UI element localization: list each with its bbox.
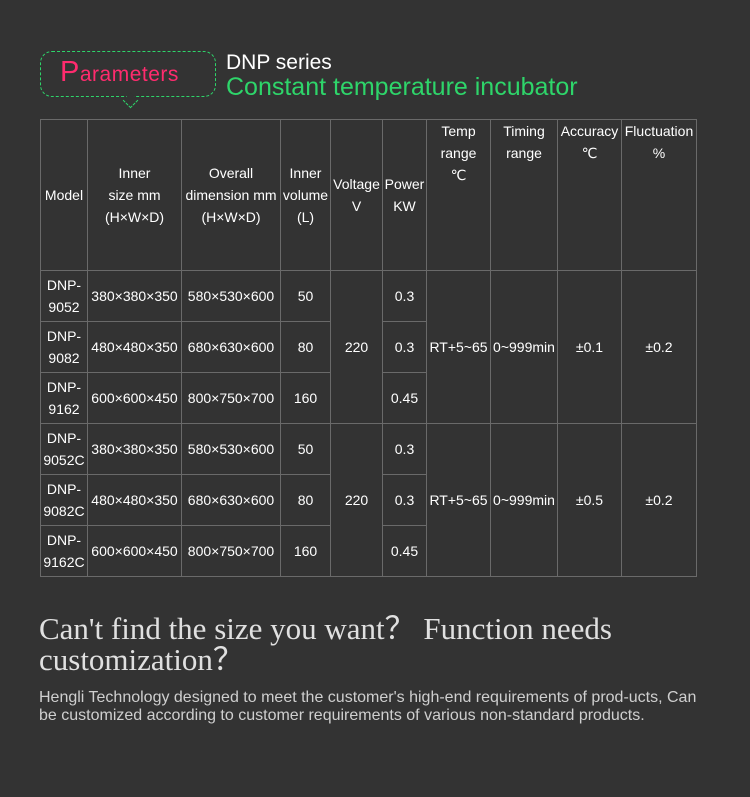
overall-dimension-cell: 680×630×600 (181, 321, 281, 373)
inner-size-cell: 480×480×350 (87, 474, 182, 526)
header-inner-size: Inner size mm (H×W×D) (87, 119, 182, 271)
inner-size-cell: 600×600×450 (87, 525, 182, 577)
header-inner-volume: Inner volume (L) (280, 119, 331, 271)
header-fluctuation: Fluctuation% (621, 119, 697, 271)
overall-dimension-cell: 800×750×700 (181, 525, 281, 577)
model-cell: DNP- 9052C (40, 423, 88, 475)
overall-dimension-cell: 580×530×600 (181, 423, 281, 475)
accuracy-cell: ±0.5 (557, 423, 622, 577)
table-row: DNP- 9052C 380×380×350 580×530×600 50 220 0.3 R… (40, 423, 697, 577)
model-cell: DNP- 9082C (40, 474, 88, 526)
voltage-cell: 220 (330, 270, 383, 424)
temp-range-cell: RT+5~65 (426, 423, 491, 577)
volume-cell: 50 (280, 270, 331, 322)
parameters-label: Parameters (60, 56, 179, 88)
temp-range-cell: RT+5~65 (426, 270, 491, 424)
header-power: Power KW (382, 119, 427, 271)
overall-dimension-cell: 680×630×600 (181, 474, 281, 526)
power-cell: 0.45 (382, 525, 427, 577)
overall-dimension-cell: 580×530×600 (181, 270, 281, 322)
fluctuation-cell: ±0.2 (621, 423, 697, 577)
table-row: DNP- 9162C 600×600×450 800×750×700 160 0.45 (40, 525, 697, 577)
timing-range-cell: 0~999min (490, 423, 558, 577)
timing-range-cell: 0~999min (490, 270, 558, 424)
volume-cell: 50 (280, 423, 331, 475)
header-overall-dimension: Overall dimension mm (H×W×D) (181, 119, 281, 271)
inner-size-cell: 380×380×350 (87, 423, 182, 475)
table-row: DNP- 9082 480×480×350 680×630×600 80 0.3 (40, 321, 697, 373)
volume-cell: 80 (280, 321, 331, 373)
accuracy-cell: ±0.1 (557, 270, 622, 424)
volume-cell: 160 (280, 372, 331, 424)
inner-size-cell: 600×600×450 (87, 372, 182, 424)
model-cell: DNP- 9162C (40, 525, 88, 577)
power-cell: 0.3 (382, 423, 427, 475)
parameters-table: Model Inner size mm (H×W×D) Overall dimensi… (40, 119, 697, 577)
header-voltage: Voltage V (330, 119, 383, 271)
volume-cell: 160 (280, 525, 331, 577)
customization-description: Hengli Technology designed to meet the c… (39, 689, 697, 724)
power-cell: 0.3 (382, 474, 427, 526)
header-accuracy: Accuracy ℃ (557, 119, 622, 271)
customization-question: Can't find the size you want？ Function n… (39, 611, 612, 677)
table-row: DNP- 9052 380×380×350 580×530×600 50 220 0.3 RT… (40, 270, 697, 424)
header-temp-range: Temp range ℃ (426, 119, 491, 271)
voltage-cell: 220 (330, 423, 383, 577)
power-cell: 0.3 (382, 270, 427, 322)
fluctuation-cell: ±0.2 (621, 270, 697, 424)
header-timing-range: Timing range (490, 119, 558, 271)
model-cell: DNP- 9052 (40, 270, 88, 322)
model-cell: DNP- 9082 (40, 321, 88, 373)
volume-cell: 80 (280, 474, 331, 526)
table-row: DNP- 9162 600×600×450 800×750×700 160 0.45 (40, 372, 697, 424)
product-subtitle: Constant temperature incubator (226, 73, 578, 101)
power-cell: 0.3 (382, 321, 427, 373)
header-model: Model (40, 119, 88, 271)
table-header-row: Model Inner size mm (H×W×D) Overall dimensi… (40, 119, 697, 271)
parameters-badge (40, 51, 216, 97)
table-row: DNP- 9082C 480×480×350 680×630×600 80 0.3 (40, 474, 697, 526)
power-cell: 0.45 (382, 372, 427, 424)
overall-dimension-cell: 800×750×700 (181, 372, 281, 424)
model-cell: DNP- 9162 (40, 372, 88, 424)
inner-size-cell: 480×480×350 (87, 321, 182, 373)
inner-size-cell: 380×380×350 (87, 270, 182, 322)
series-title: DNP series (226, 51, 332, 74)
